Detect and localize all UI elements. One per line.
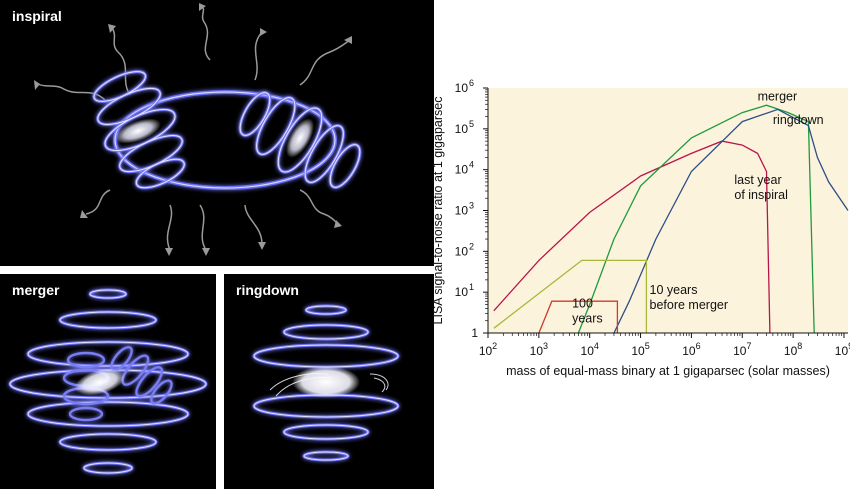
x-tick-label: 106	[682, 341, 700, 358]
y-tick-label: 10	[455, 285, 469, 299]
y-tick-label: 10	[455, 163, 469, 177]
series-line-100-years	[538, 300, 619, 334]
chart-annotation: last year	[734, 173, 781, 187]
inspiral-panel: inspiral	[0, 0, 434, 266]
y-axis-label: LISA signal-to-noise ratio at 1 gigapars…	[431, 97, 445, 325]
plot-background	[488, 88, 848, 333]
inspiral-label: inspiral	[12, 8, 62, 24]
series-layer	[493, 104, 849, 334]
chart-annotation: 100	[572, 297, 593, 311]
merger-panel: merger	[0, 274, 216, 489]
chart-annotation: ringdown	[773, 113, 824, 127]
y-tick-exponent: 1	[469, 282, 474, 292]
y-tick-label: 10	[455, 81, 469, 95]
x-tick-label: 107	[733, 341, 751, 358]
wave-arrowheads	[34, 3, 352, 256]
merger-illustration	[8, 288, 208, 475]
x-tick-label: 102	[479, 341, 497, 358]
y-tick-exponent: 2	[469, 241, 474, 251]
series-line-last-year-of-inspiral	[493, 140, 771, 334]
y-tick-label: 10	[455, 204, 469, 218]
chart-annotation: 10 years	[650, 283, 698, 297]
x-tick-label: 109	[835, 341, 850, 358]
x-tick-label: 104	[581, 341, 599, 358]
x-tick-label: 108	[784, 341, 802, 358]
y-tick-label: 10	[455, 244, 469, 258]
inspiral-illustration	[34, 3, 362, 256]
chart-annotation: before merger	[650, 298, 729, 312]
ringdown-panel: ringdown	[224, 274, 434, 489]
chart-annotation: merger	[758, 89, 798, 103]
x-tick-label: 105	[631, 341, 649, 358]
y-tick-exponent: 3	[469, 201, 474, 211]
y-tick-label: 1	[471, 326, 478, 340]
ringdown-illustration	[252, 304, 400, 462]
y-tick-exponent: 4	[469, 160, 474, 170]
chart-annotation: years	[572, 312, 603, 326]
ringdown-label: ringdown	[236, 282, 299, 298]
x-axis-label: mass of equal-mass binary at 1 gigaparse…	[506, 364, 830, 378]
wave-arrows	[37, 5, 351, 251]
series-line-ringdown	[613, 108, 849, 334]
y-tick-exponent: 6	[469, 78, 474, 88]
y-tick-label: 10	[455, 122, 469, 136]
y-tick-exponent: 5	[469, 119, 474, 129]
chart-annotation: of inspiral	[734, 188, 788, 202]
snr-chart: 1021031041051061071081091101102103104105…	[431, 78, 850, 378]
series-line-merger	[577, 104, 815, 334]
merger-label: merger	[12, 282, 60, 298]
series-line-10-years-before-merger	[493, 259, 648, 333]
x-tick-label: 103	[530, 341, 548, 358]
